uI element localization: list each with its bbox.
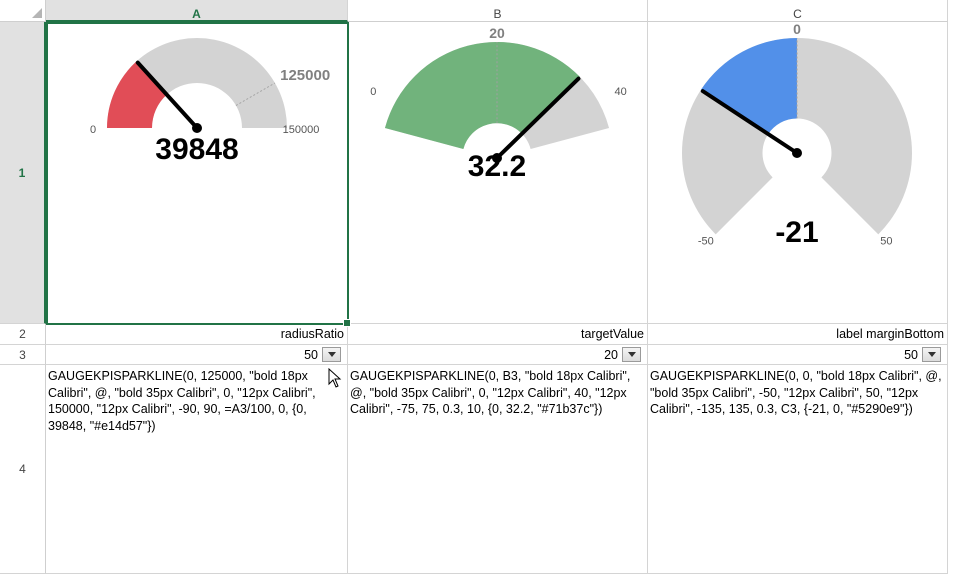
dropdown-button-b3[interactable] <box>622 347 641 362</box>
gauge-target-marker <box>235 82 276 106</box>
gauge-value-label: 32.2 <box>468 150 526 183</box>
cell-a2[interactable]: radiusRatio <box>46 324 348 345</box>
gauge-target-label: 125000 <box>280 67 330 84</box>
gauge-value-label: -21 <box>775 216 818 249</box>
gauge-max-label: 150000 <box>283 124 320 136</box>
cell-b4-formula[interactable]: GAUGEKPISPARKLINE(0, B3, "bold 18px Cali… <box>348 365 648 574</box>
gauge-min-label: -50 <box>698 235 714 247</box>
row-header-1[interactable]: 1 <box>0 22 46 324</box>
cell-b2[interactable]: targetValue <box>348 324 648 345</box>
gauge-needle <box>495 76 581 160</box>
gauge-needle-hub <box>792 148 802 158</box>
gauge-max-label: 50 <box>880 235 892 247</box>
cell-a3-value: 50 <box>304 347 318 362</box>
gauge-target-label: 20 <box>489 25 505 41</box>
cell-c3-combo: 50 <box>648 345 947 364</box>
gauge-needle-hub <box>192 123 202 133</box>
chevron-down-icon <box>627 352 636 357</box>
cell-c1-gauge[interactable]: 0 -50 50 -21 <box>648 22 948 324</box>
cell-c2[interactable]: label marginBottom <box>648 324 948 345</box>
gauge-target-label: 0 <box>793 22 801 37</box>
gauge-needle <box>700 89 799 155</box>
chevron-down-icon <box>927 352 936 357</box>
gauge-needle <box>135 60 199 130</box>
gauge-value-arc <box>107 61 167 128</box>
cell-a1-gauge[interactable]: 0 150000 125000 39848 <box>46 22 348 324</box>
dropdown-button-c3[interactable] <box>922 347 941 362</box>
gauge-max-label: 40 <box>615 86 627 98</box>
cell-a3[interactable]: 50 <box>46 345 348 365</box>
gauge-sparkline-a: 0 150000 125000 39848 <box>90 38 330 166</box>
mouse-pointer-icon <box>328 368 342 388</box>
gauge-sparkline-b: 20 0 40 32.2 <box>370 25 627 183</box>
gauge-value-label: 39848 <box>155 133 238 166</box>
row-header-2[interactable]: 2 <box>0 324 46 345</box>
cell-c3-value: 50 <box>904 347 918 362</box>
select-all-corner[interactable] <box>0 0 46 22</box>
gauge-min-label: 0 <box>370 86 376 98</box>
dropdown-button-a3[interactable] <box>322 347 341 362</box>
column-header-c[interactable]: C <box>648 0 948 22</box>
cell-c3[interactable]: 50 <box>648 345 948 365</box>
cell-b3-combo: 20 <box>348 345 647 364</box>
select-all-triangle-icon <box>32 8 42 18</box>
cell-b1-gauge[interactable]: 20 0 40 32.2 <box>348 22 648 324</box>
cell-a4-formula[interactable]: GAUGEKPISPARKLINE(0, 125000, "bold 18px … <box>46 365 348 574</box>
column-header-a[interactable]: A <box>46 0 348 22</box>
chevron-down-icon <box>327 352 336 357</box>
gauge-min-label: 0 <box>90 124 96 136</box>
cell-b3[interactable]: 20 <box>348 345 648 365</box>
gauge-needle-hub <box>492 153 502 163</box>
gauge-sparkline-c: 0 -50 50 -21 <box>682 22 912 249</box>
cell-b3-value: 20 <box>604 347 618 362</box>
row-header-4[interactable]: 4 <box>0 365 46 574</box>
cell-c4-formula[interactable]: GAUGEKPISPARKLINE(0, 0, "bold 18px Calib… <box>648 365 948 574</box>
gauge-value-arc <box>700 37 797 135</box>
cell-a3-combo: 50 <box>46 345 347 364</box>
column-header-b[interactable]: B <box>348 0 648 22</box>
row-header-3[interactable]: 3 <box>0 345 46 365</box>
